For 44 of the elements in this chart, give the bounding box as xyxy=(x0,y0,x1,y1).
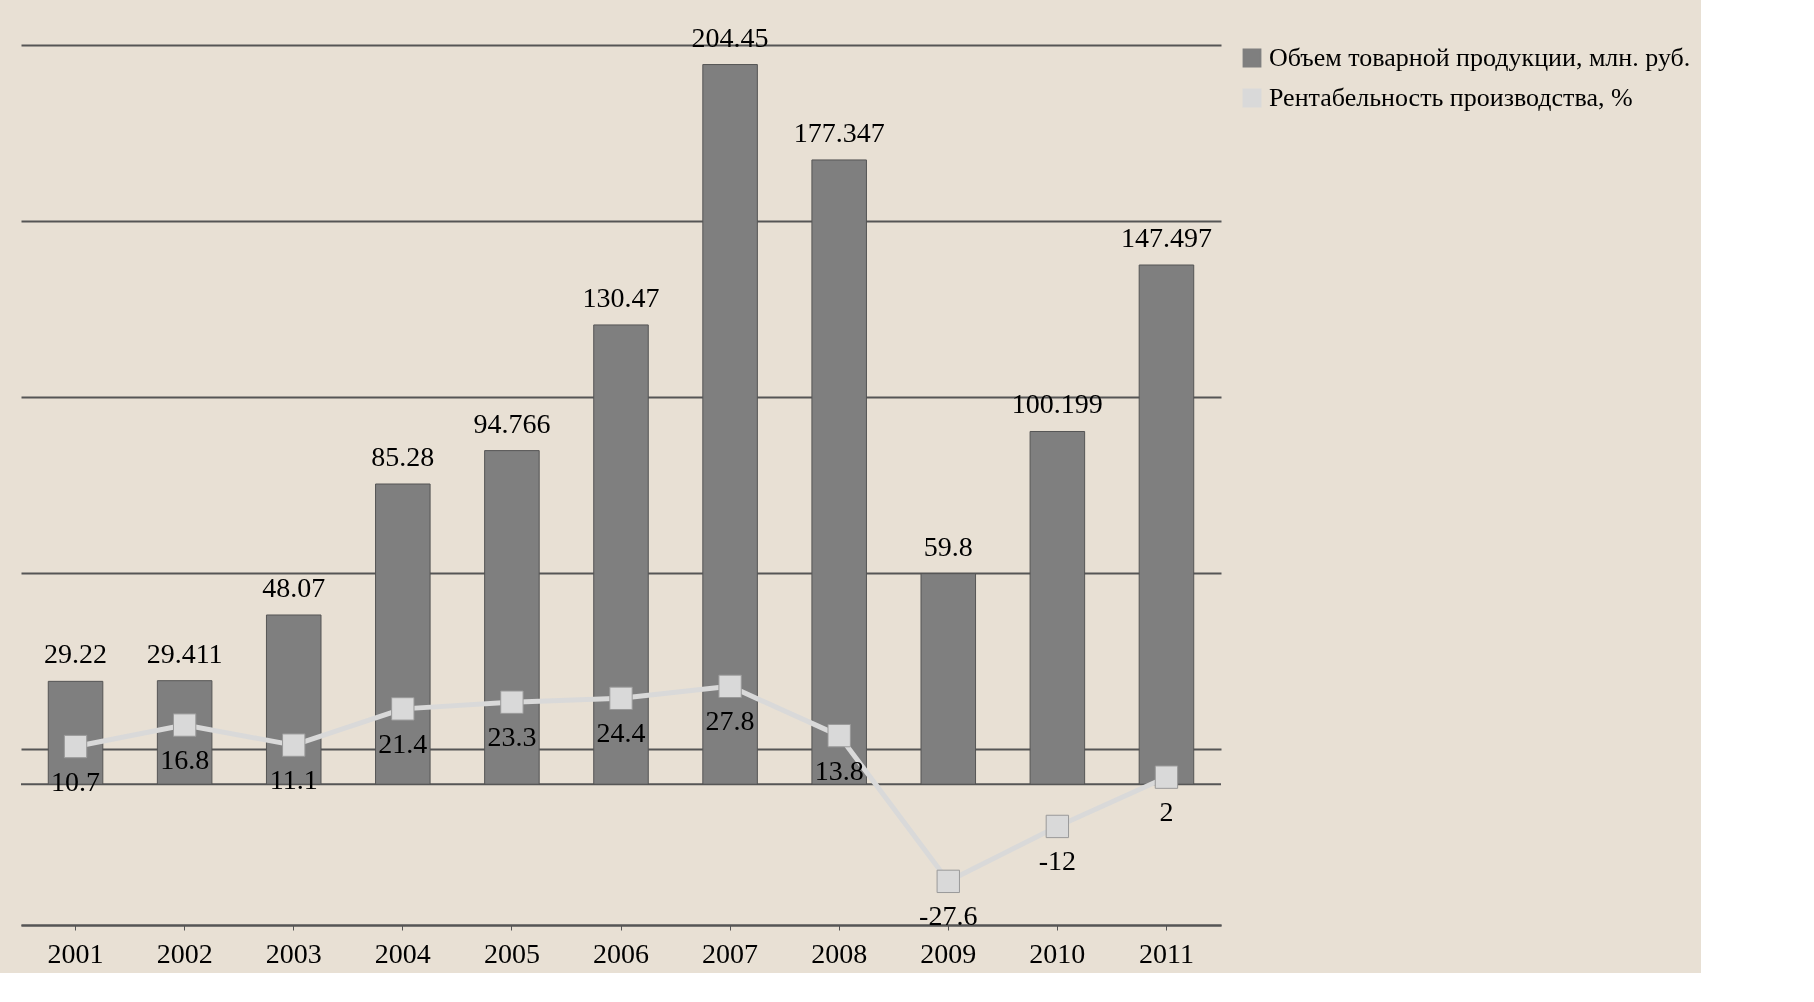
data-label: 23.3 xyxy=(487,721,537,753)
x-tick-label: 2008 xyxy=(811,937,868,969)
point xyxy=(172,713,197,737)
data-label: 13.8 xyxy=(814,754,864,786)
x-tick-label: 2002 xyxy=(156,937,213,969)
data-label: 85.28 xyxy=(371,441,435,473)
data-label: 21.4 xyxy=(378,727,428,759)
data-label: 130.47 xyxy=(582,281,660,313)
legend-label: Рентабельность производства, % xyxy=(1269,83,1633,112)
data-label: 29.411 xyxy=(146,637,223,669)
data-label: 59.8 xyxy=(923,530,973,562)
point xyxy=(936,869,960,894)
data-label: 27.8 xyxy=(705,705,755,737)
point xyxy=(63,734,88,759)
point xyxy=(827,723,851,748)
data-label: 2 xyxy=(1159,796,1174,828)
point xyxy=(391,697,415,721)
x-tick-label: 2010 xyxy=(1029,937,1086,969)
x-tick-label: 2009 xyxy=(920,937,977,969)
data-label: 24.4 xyxy=(596,717,646,749)
x-tick-label: 2004 xyxy=(374,937,431,969)
data-label: 94.766 xyxy=(473,407,551,439)
x-tick-label: 2007 xyxy=(702,937,759,969)
point xyxy=(1045,814,1070,839)
point xyxy=(1154,765,1179,789)
x-tick-label: 2001 xyxy=(47,937,104,969)
data-label: 48.07 xyxy=(262,571,326,603)
point xyxy=(500,690,524,714)
data-label: 100.199 xyxy=(1011,388,1103,420)
x-tick-label: 2005 xyxy=(483,937,540,969)
data-label: 177.347 xyxy=(793,116,885,148)
point xyxy=(282,733,306,757)
data-label: 147.497 xyxy=(1120,222,1212,254)
data-label: -12 xyxy=(1038,845,1077,877)
point xyxy=(718,674,742,699)
data-label: 29.22 xyxy=(44,638,108,670)
data-label: 16.8 xyxy=(160,744,210,776)
point xyxy=(609,686,633,710)
x-tick-label: 2006 xyxy=(593,937,649,969)
x-tick-label: 2011 xyxy=(1138,937,1194,969)
data-label: 204.45 xyxy=(691,21,769,53)
x-tick-label: 2003 xyxy=(265,937,322,969)
legend-label: Объем товарной продукции, млн. руб. xyxy=(1269,43,1691,72)
data-label: -27.6 xyxy=(919,900,978,932)
